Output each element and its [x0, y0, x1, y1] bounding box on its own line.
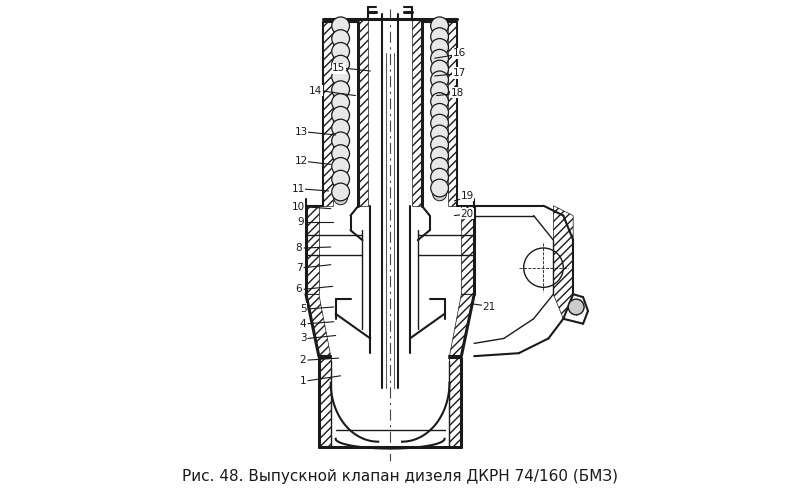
Text: 10: 10: [291, 201, 305, 212]
Circle shape: [334, 114, 347, 128]
Circle shape: [332, 132, 350, 149]
Text: 21: 21: [482, 302, 496, 312]
Circle shape: [334, 38, 347, 51]
Circle shape: [332, 30, 350, 48]
Circle shape: [334, 152, 347, 166]
Text: 19: 19: [461, 191, 474, 201]
Circle shape: [433, 57, 446, 71]
Circle shape: [332, 81, 350, 99]
Circle shape: [430, 28, 449, 46]
Text: 3: 3: [300, 334, 306, 344]
Circle shape: [430, 157, 449, 175]
Circle shape: [334, 50, 347, 64]
Text: 4: 4: [300, 319, 306, 329]
Circle shape: [332, 43, 350, 60]
Text: 8: 8: [296, 243, 302, 253]
Circle shape: [433, 79, 446, 93]
Circle shape: [332, 106, 350, 124]
Circle shape: [430, 71, 449, 89]
Text: 14: 14: [310, 86, 322, 96]
Text: 12: 12: [294, 156, 308, 166]
Circle shape: [433, 100, 446, 114]
Circle shape: [433, 111, 446, 125]
Circle shape: [433, 90, 446, 103]
Circle shape: [430, 60, 449, 78]
Circle shape: [430, 17, 449, 35]
Circle shape: [332, 68, 350, 86]
Circle shape: [332, 183, 350, 201]
Text: 2: 2: [300, 355, 306, 365]
Circle shape: [430, 103, 449, 121]
Circle shape: [334, 101, 347, 115]
Circle shape: [334, 127, 347, 141]
Circle shape: [332, 55, 350, 73]
Circle shape: [334, 140, 347, 153]
Circle shape: [433, 68, 446, 82]
Text: 18: 18: [450, 88, 464, 98]
Circle shape: [430, 125, 449, 143]
Circle shape: [332, 119, 350, 137]
Circle shape: [430, 82, 449, 99]
Text: 7: 7: [296, 263, 302, 273]
Circle shape: [433, 187, 446, 201]
Circle shape: [334, 165, 347, 179]
Circle shape: [430, 168, 449, 186]
Text: 20: 20: [461, 208, 474, 219]
Circle shape: [430, 136, 449, 153]
Circle shape: [430, 39, 449, 56]
Circle shape: [334, 89, 347, 102]
Circle shape: [334, 25, 347, 39]
Circle shape: [433, 176, 446, 190]
Text: 9: 9: [298, 217, 304, 227]
Text: Рис. 48. Выпускной клапан дизеля ДКРН 74/160 (БМЗ): Рис. 48. Выпускной клапан дизеля ДКРН 74…: [182, 469, 618, 484]
Text: 13: 13: [294, 127, 308, 137]
Circle shape: [433, 133, 446, 147]
Circle shape: [433, 36, 446, 50]
Circle shape: [334, 63, 347, 77]
Circle shape: [334, 178, 347, 192]
Text: 16: 16: [453, 49, 466, 58]
Circle shape: [430, 93, 449, 110]
Circle shape: [332, 94, 350, 111]
Text: 15: 15: [332, 63, 346, 73]
Circle shape: [433, 122, 446, 136]
Text: 17: 17: [453, 68, 466, 78]
Text: 1: 1: [300, 376, 306, 386]
Circle shape: [334, 76, 347, 90]
Text: 11: 11: [291, 184, 305, 194]
Text: 5: 5: [300, 304, 306, 314]
Circle shape: [568, 299, 584, 315]
Circle shape: [430, 179, 449, 197]
Circle shape: [430, 147, 449, 164]
Circle shape: [433, 47, 446, 60]
Circle shape: [433, 25, 446, 39]
Circle shape: [334, 191, 347, 205]
Text: 6: 6: [296, 284, 302, 295]
Circle shape: [430, 50, 449, 67]
Circle shape: [433, 165, 446, 179]
Circle shape: [433, 154, 446, 168]
Circle shape: [332, 17, 350, 35]
Circle shape: [433, 144, 446, 157]
Circle shape: [332, 170, 350, 188]
Circle shape: [430, 114, 449, 132]
Circle shape: [332, 157, 350, 175]
Circle shape: [332, 145, 350, 162]
